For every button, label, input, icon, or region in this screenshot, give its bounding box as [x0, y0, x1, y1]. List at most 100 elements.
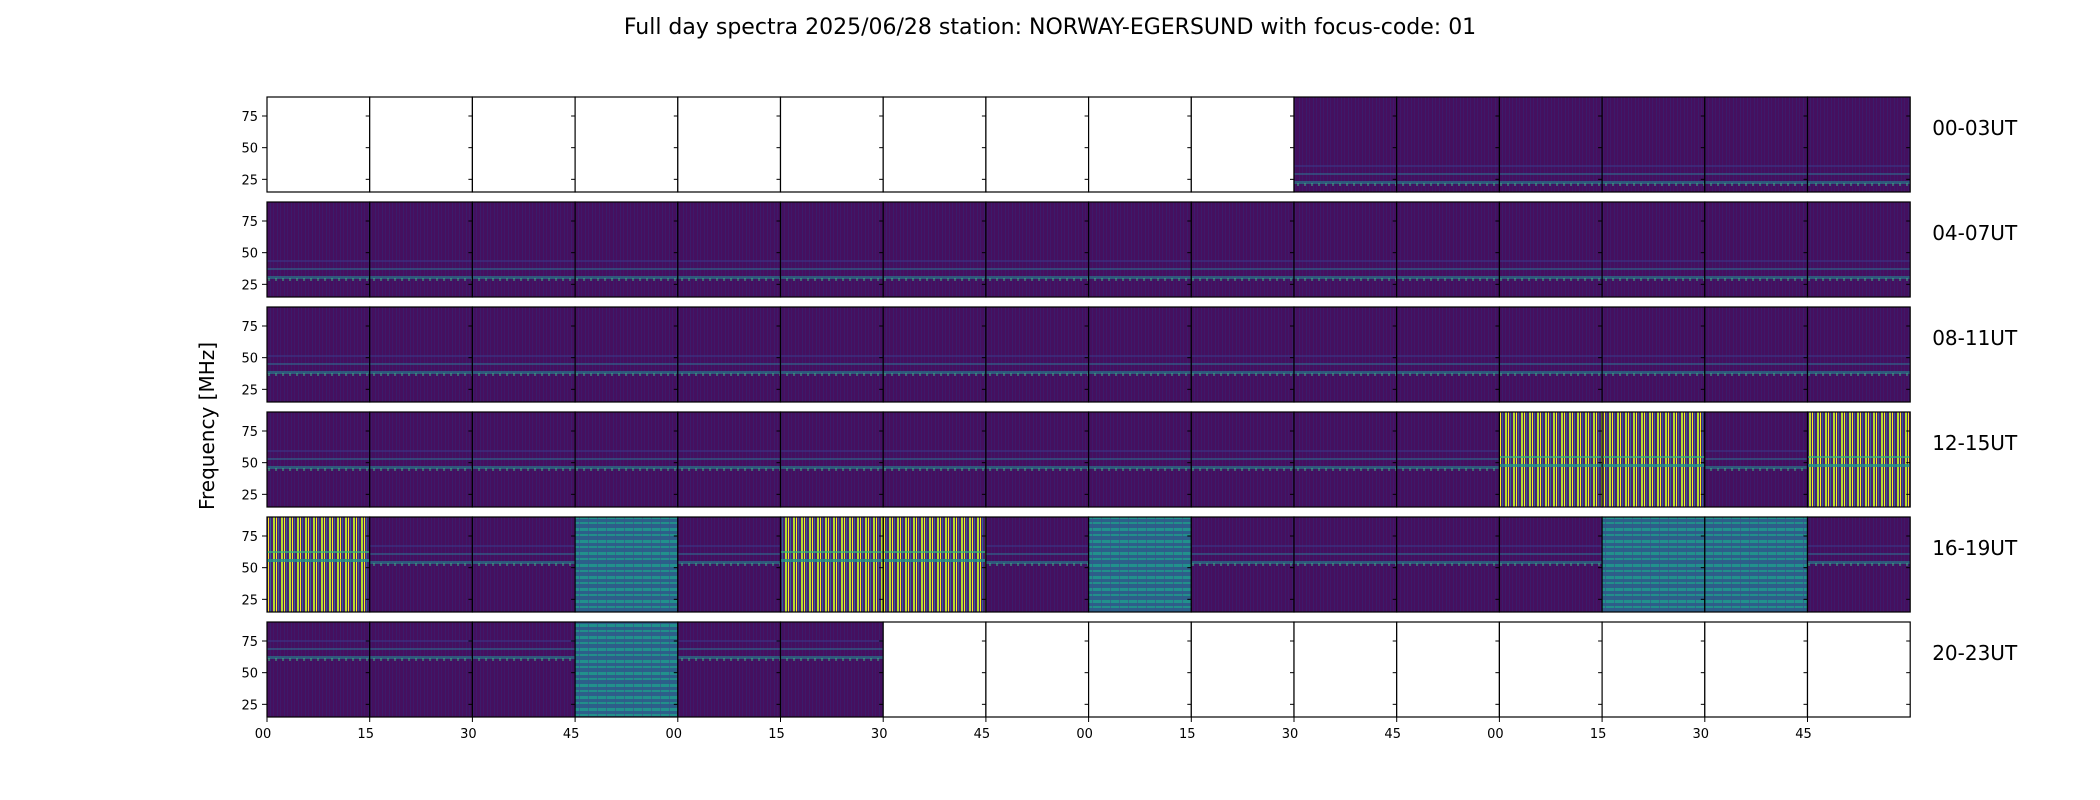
- spectra-row: 25 50 75 16-19UT: [241, 516, 2018, 613]
- spectrum-panel-quiet: [369, 412, 473, 507]
- spectrum-panel-burst: [1602, 412, 1705, 507]
- spectrum-panel-quiet: [780, 202, 884, 297]
- spectrum-panel-empty: [1602, 622, 1705, 717]
- spectrum-panel-quiet: [677, 622, 781, 717]
- row-label: 04-07UT: [1932, 221, 2018, 245]
- spectrum-panel-quiet: [1807, 307, 1911, 402]
- x-tick-label: 30: [871, 727, 888, 742]
- spectrum-panel-quiet: [472, 307, 576, 402]
- spectrum-panel-empty: [883, 97, 986, 192]
- spectrum-panel-empty: [472, 97, 576, 192]
- spectrum-panel-quiet: [985, 307, 1089, 402]
- spectrum-panel-burst: [267, 517, 370, 612]
- figure-title: Full day spectra 2025/06/28 station: NOR…: [624, 15, 1476, 40]
- panel-frame: [1806, 201, 1911, 298]
- spectrum-panel-quiet: [1807, 517, 1911, 612]
- x-tick-label: 15: [1590, 727, 1607, 742]
- spectrum-panel-quiet: [1704, 97, 1808, 192]
- spectrum-panel-quiet: [1499, 307, 1603, 402]
- spectrum-panel-quiet: [1294, 412, 1397, 507]
- spectra-row: 25 50 75 08-11UT: [241, 306, 2018, 403]
- spectrum-panel-empty: [267, 97, 370, 192]
- x-tick-label: 30: [1282, 727, 1299, 742]
- spectrum-panel-quiet: [677, 202, 781, 297]
- spectrum-panel-quiet: [369, 622, 473, 717]
- spectrum-panel-quiet: [677, 412, 781, 507]
- spectrum-panel-quiet: [369, 307, 473, 402]
- spectrum-panel-empty: [575, 97, 678, 192]
- spectra-row: 25 50 75 12-15UT: [241, 411, 2018, 508]
- row-label: 08-11UT: [1932, 326, 2018, 350]
- spectrum-panel-empty: [369, 97, 473, 192]
- panel-frame: [1806, 516, 1911, 613]
- spectrum-panel-burst: [1807, 412, 1911, 507]
- spectrum-panel-quiet: [1191, 412, 1294, 507]
- y-tick-label: 25: [241, 383, 258, 398]
- x-tick-label: 15: [1179, 727, 1196, 742]
- spectrum-panel-empty: [1294, 622, 1397, 717]
- spectra-row: 25 50 75 20-23UT: [241, 621, 2018, 718]
- spectrum-panel-quiet: [575, 202, 678, 297]
- spectrum-panel-empty: [780, 97, 884, 192]
- y-tick-label: 50: [241, 562, 258, 577]
- spectrum-panel-quiet: [267, 307, 370, 402]
- spectrum-panel-quiet: [1396, 202, 1500, 297]
- y-tick-label: 50: [241, 667, 258, 682]
- spectrum-panel-quiet: [1396, 412, 1500, 507]
- spectrum-panel-quiet: [985, 412, 1089, 507]
- spectrum-panel-banded: [1704, 517, 1808, 612]
- x-tick-label: 15: [768, 727, 785, 742]
- spectrum-panel-quiet: [1602, 307, 1705, 402]
- y-tick-label: 75: [241, 425, 258, 440]
- spectrum-panel-quiet: [780, 622, 884, 717]
- spectrum-panel-banded: [1602, 517, 1705, 612]
- spectrum-panel-quiet: [1499, 97, 1603, 192]
- spectrum-panel-empty: [1088, 622, 1192, 717]
- spectrum-panel-quiet: [677, 307, 781, 402]
- x-axis: 00 15 30 45 00 15 30 45 00 15 30 45 00 15 30 45: [255, 717, 1812, 742]
- spectrum-panel-quiet: [985, 517, 1089, 612]
- row-label: 12-15UT: [1932, 431, 2018, 455]
- spectrum-panel-banded: [575, 622, 678, 717]
- spectrum-panel-empty: [677, 97, 781, 192]
- panel-frame: [1806, 96, 1911, 193]
- spectrum-panel-quiet: [472, 622, 576, 717]
- y-tick-label: 75: [241, 530, 258, 545]
- spectrum-panel-quiet: [1499, 202, 1603, 297]
- spectrum-panel-empty: [1191, 622, 1294, 717]
- spectrum-panel-burst: [883, 517, 986, 612]
- spectrum-panel-quiet: [1807, 97, 1911, 192]
- spectrum-panel-empty: [1807, 622, 1911, 717]
- spectrum-panel-quiet: [883, 202, 986, 297]
- spectrum-panel-quiet: [369, 202, 473, 297]
- spectrum-panel-banded: [1088, 517, 1192, 612]
- spectrum-panel-quiet: [780, 307, 884, 402]
- spectrum-panel-empty: [1396, 622, 1500, 717]
- spectrum-panel-quiet: [575, 412, 678, 507]
- x-tick-label: 30: [1693, 727, 1710, 742]
- y-tick-label: 75: [241, 110, 258, 125]
- spectrum-panel-quiet: [1294, 202, 1397, 297]
- spectrum-panel-quiet: [1704, 202, 1808, 297]
- spectrum-panel-quiet: [1088, 202, 1192, 297]
- spectrum-panel-quiet: [1396, 97, 1500, 192]
- spectrum-panel-quiet: [1499, 517, 1603, 612]
- spectrum-panel-empty: [1191, 97, 1294, 192]
- spectrum-panel-empty: [1499, 622, 1603, 717]
- y-tick-label: 50: [241, 247, 258, 262]
- row-label: 16-19UT: [1932, 536, 2018, 560]
- y-tick-label: 50: [241, 352, 258, 367]
- spectrum-panel-quiet: [1191, 517, 1294, 612]
- y-tick-label: 25: [241, 488, 258, 503]
- x-tick-label: 45: [1795, 727, 1812, 742]
- spectrum-panel-quiet: [472, 202, 576, 297]
- spectrum-panel-empty: [985, 97, 1089, 192]
- spectrum-panel-banded: [575, 517, 678, 612]
- spectrum-panel-quiet: [369, 517, 473, 612]
- spectra-row: 25 50 75 04-07UT: [241, 201, 2018, 298]
- spectrum-panel-quiet: [1191, 202, 1294, 297]
- row-label: 20-23UT: [1932, 641, 2018, 665]
- spectrum-panel-quiet: [575, 307, 678, 402]
- panel-frame: [1806, 306, 1911, 403]
- spectrum-panel-quiet: [677, 517, 781, 612]
